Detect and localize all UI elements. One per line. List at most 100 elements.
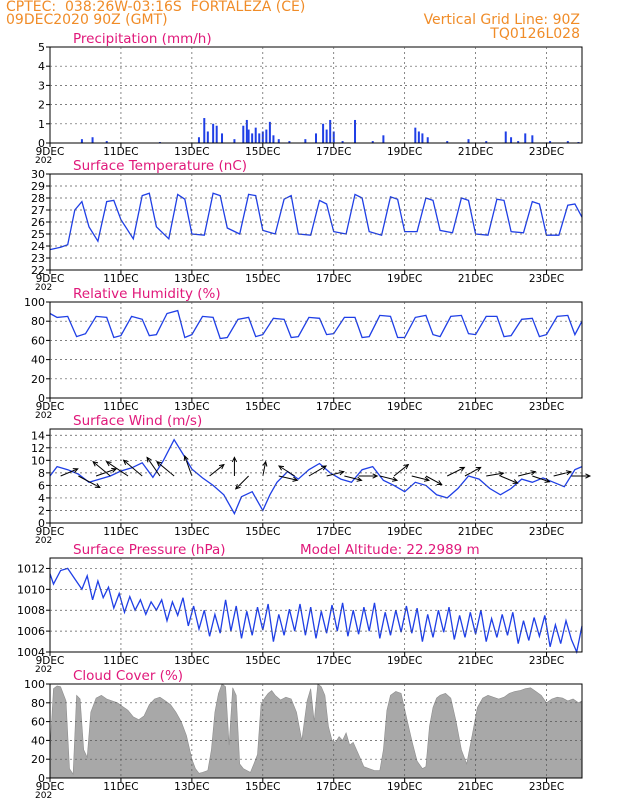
wind-frame — [49, 428, 583, 524]
precip-bar — [414, 127, 417, 143]
temp-line — [49, 192, 583, 251]
precip-xtick-label: 23DEC — [529, 146, 564, 158]
precip-title: Precipitation (mm/h) — [73, 31, 212, 47]
wind-vector-head — [218, 463, 225, 470]
precip-bar — [258, 133, 261, 143]
wind-vector — [447, 466, 465, 477]
temp-ytick-label: 26 — [31, 216, 45, 229]
pres-frame — [49, 557, 583, 653]
cloud-xtick-year: 202 — [35, 791, 52, 800]
precip-frame — [49, 46, 583, 144]
wind-xtick-label: 11DEC — [103, 526, 138, 538]
wind-vector-head — [512, 479, 519, 484]
wind-vector — [425, 475, 442, 486]
cloud-xtick-label: 23DEC — [529, 781, 564, 793]
wind-vector — [60, 468, 78, 477]
pres-xtick-label: 21DEC — [458, 655, 493, 667]
precip-bar — [382, 135, 385, 143]
rh-xtick-year: 202 — [35, 411, 52, 421]
precip-xtick-label: 21DEC — [458, 146, 493, 158]
precip-bar — [510, 137, 513, 143]
temp-xtick-label: 21DEC — [458, 273, 493, 285]
wind-xtick-label: 19DEC — [387, 526, 422, 538]
wind-vector — [344, 475, 362, 481]
wind-vector-head — [498, 471, 505, 477]
wind-ytick-label: 4 — [38, 492, 45, 505]
precip-bar — [371, 141, 374, 143]
wind-vector — [464, 466, 481, 477]
rh-ytick-label: 80 — [31, 315, 45, 328]
wind-vector — [500, 475, 518, 484]
cloud-title: Cloud Cover (%) — [73, 668, 183, 684]
precip-bar — [566, 141, 569, 143]
precip-bar — [277, 139, 280, 143]
wind-title: Surface Wind (m/s) — [73, 413, 202, 429]
temp-ytick-label: 28 — [31, 192, 45, 205]
pres-xtick-year: 202 — [35, 665, 52, 675]
wind-vector — [486, 472, 504, 477]
wind-ytick-label: 2 — [38, 504, 45, 517]
wind-xtick-label: 9DEC — [36, 526, 65, 538]
precip-bar — [417, 131, 420, 143]
rh-ytick-label: 40 — [31, 354, 45, 367]
cloud-xtick-label: 21DEC — [458, 781, 493, 793]
temp-xtick-label: 17DEC — [316, 273, 351, 285]
temp-ytick-label: 29 — [31, 180, 45, 193]
cloud-xtick-label: 9DEC — [36, 781, 65, 793]
wind-vector-head — [338, 470, 345, 476]
wind-vector — [235, 475, 249, 490]
temp-ytick-label: 25 — [31, 228, 45, 241]
wind-vector-head — [356, 476, 363, 482]
pres-xtick-label: 13DEC — [174, 655, 209, 667]
rh-frame — [49, 301, 583, 399]
wind-vector-head — [92, 460, 99, 467]
wind-vector — [156, 461, 175, 477]
temp-xtick-label: 19DEC — [387, 273, 422, 285]
pres-ytick-label: 1004 — [17, 646, 45, 659]
precip-xtick-label: 13DEC — [174, 146, 209, 158]
precip-bar — [247, 129, 250, 143]
wind-vector — [553, 471, 571, 477]
temp-ytick-label: 24 — [31, 240, 45, 253]
cloud-ytick-label: 80 — [31, 697, 45, 710]
precip-ytick-label: 4 — [38, 60, 45, 73]
wind-vector-head — [111, 467, 118, 473]
rh-xtick-label: 11DEC — [103, 401, 138, 413]
cloud-ytick-label: 40 — [31, 734, 45, 747]
precip-bar — [341, 141, 344, 143]
cloud-area — [49, 683, 583, 779]
temp-xtick-label: 23DEC — [529, 273, 564, 285]
pres-line — [49, 567, 583, 655]
temp-ytick-label: 22 — [31, 264, 45, 277]
precip-bar — [80, 139, 83, 143]
precip-bar — [288, 141, 291, 143]
wind-xtick-label: 17DEC — [316, 526, 351, 538]
pres-ytick-label: 1012 — [17, 562, 45, 575]
precip-ytick-label: 0 — [38, 137, 45, 150]
precip-xtick-year: 202 — [35, 156, 52, 166]
precip-bar — [446, 141, 449, 143]
precip-xtick-label: 15DEC — [245, 146, 280, 158]
precip-bar — [254, 127, 257, 143]
temp-ytick-label: 27 — [31, 204, 45, 217]
precip-ytick-label: 3 — [38, 79, 45, 92]
precip-bar — [504, 131, 507, 143]
precip-xtick-label: 9DEC — [36, 146, 65, 158]
pres-subtitle: Model Altitude: 22.2989 m — [300, 542, 480, 558]
wind-vector-head — [146, 456, 152, 463]
rh-xtick-label: 23DEC — [529, 401, 564, 413]
precip-bar — [268, 121, 271, 143]
precip-bar — [245, 119, 248, 143]
wind-vector-head — [278, 465, 285, 471]
wind-vector-head — [436, 480, 443, 486]
precip-bar — [485, 141, 488, 143]
wind-ytick-label: 10 — [31, 454, 45, 467]
rh-ytick-label: 0 — [38, 392, 45, 405]
wind-vector — [411, 475, 430, 481]
pres-xtick-label: 9DEC — [36, 655, 65, 667]
temp-title: Surface Temperature (nC) — [73, 158, 247, 174]
wind-vector-head — [105, 461, 112, 467]
wind-vector-head — [156, 460, 162, 467]
wind-vector-head — [459, 466, 466, 472]
